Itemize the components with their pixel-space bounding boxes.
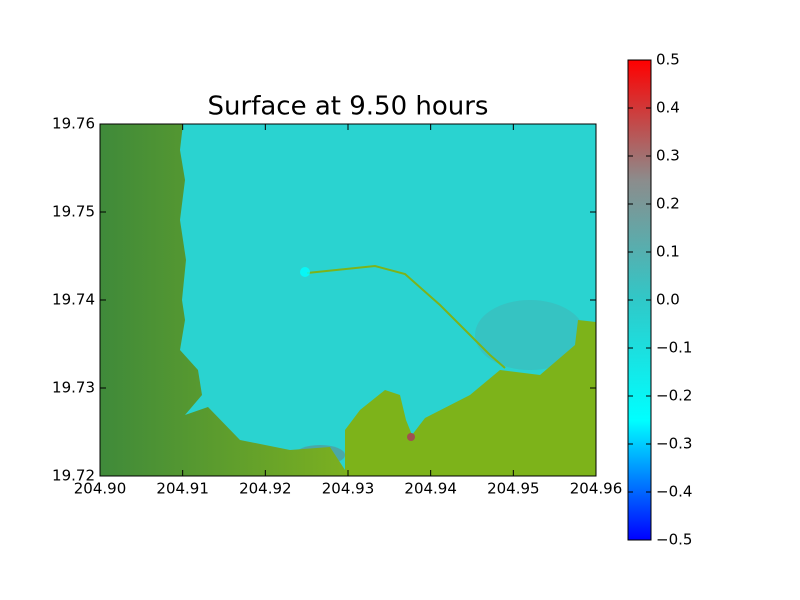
- map-image: [100, 124, 596, 476]
- colorbar-tick-label: −0.2: [656, 387, 692, 405]
- colorbar-tick-label: 0.5: [656, 51, 680, 69]
- y-tick-label: 19.76: [52, 115, 95, 133]
- colorbar-tick-label: −0.5: [656, 531, 692, 549]
- colorbar-tick-label: −0.4: [656, 483, 692, 501]
- x-tick-label: 204.91: [156, 480, 209, 498]
- x-tick-label: 204.96: [570, 480, 623, 498]
- x-tick-label: 204.94: [404, 480, 457, 498]
- colorbar-tick-label: 0.1: [656, 243, 680, 261]
- x-tick-label: 204.90: [74, 480, 127, 498]
- y-tick-label: 19.75: [52, 203, 95, 221]
- y-tick-label: 19.74: [52, 291, 95, 309]
- colorbar-tick-label: −0.3: [656, 435, 692, 453]
- colorbar-tick-label: 0.4: [656, 99, 680, 117]
- y-tick-label: 19.73: [52, 379, 95, 397]
- colorbar-tick-label: 0.0: [656, 291, 680, 309]
- y-tick-label: 19.72: [52, 467, 95, 485]
- colorbar-tick-label: 0.3: [656, 147, 680, 165]
- chart-title: Surface at 9.50 hours: [208, 92, 489, 122]
- colorbar-tick-label: 0.2: [656, 195, 680, 213]
- x-tick-label: 204.93: [322, 480, 375, 498]
- x-tick-label: 204.95: [487, 480, 540, 498]
- colorbar-tick-label: −0.1: [656, 339, 692, 357]
- x-tick-label: 204.92: [239, 480, 292, 498]
